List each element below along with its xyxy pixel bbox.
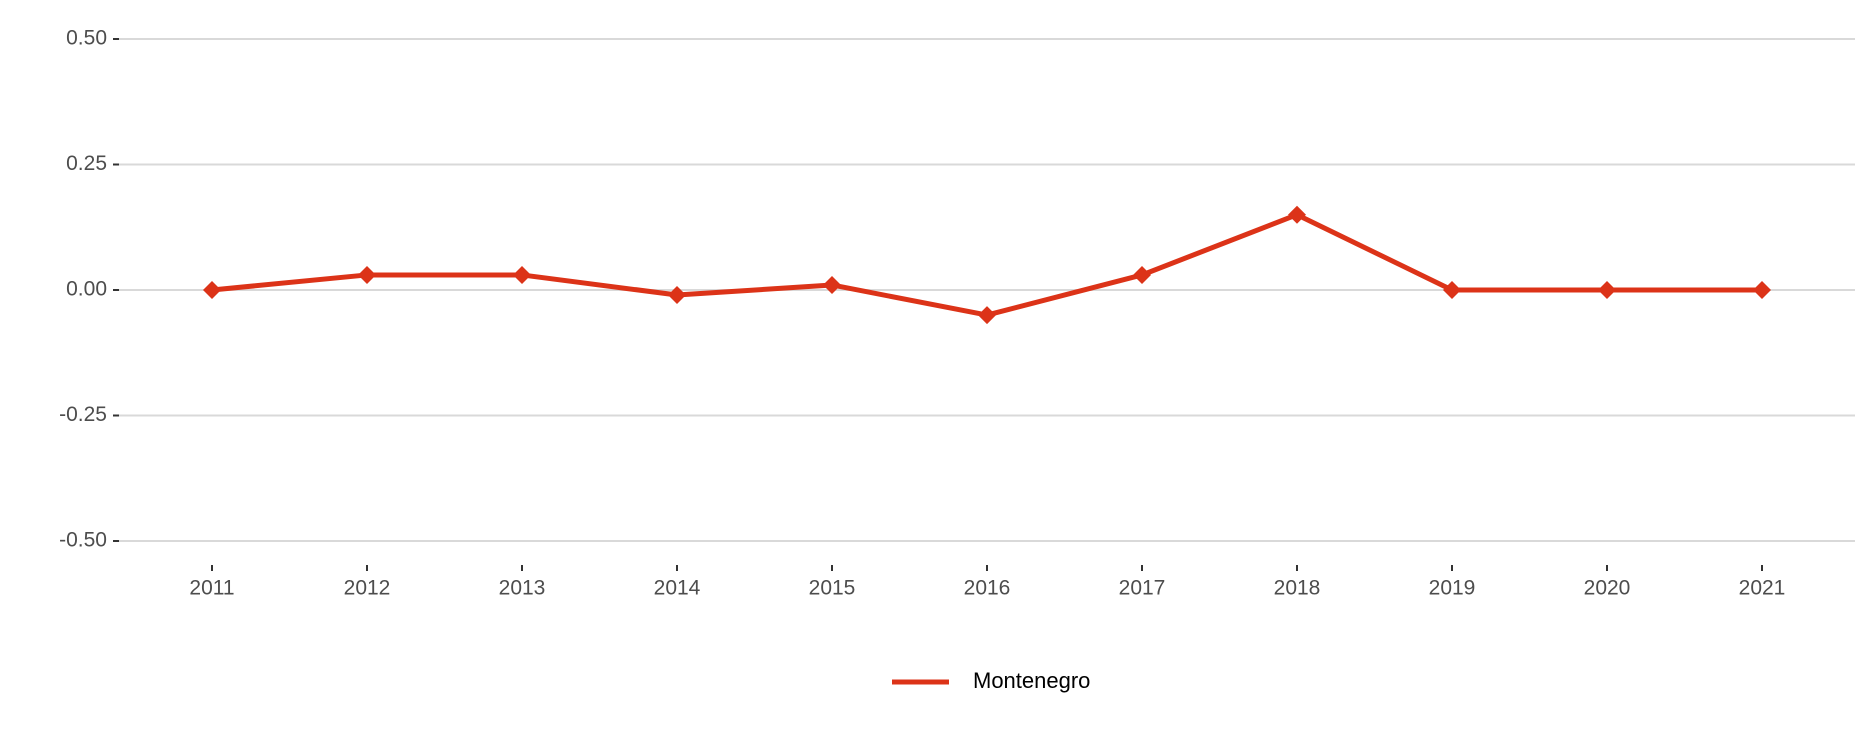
x-tick-label: 2011 — [189, 577, 234, 600]
x-tick-label: 2014 — [654, 577, 701, 600]
y-tick-label: 0.50 — [66, 27, 107, 50]
point — [513, 265, 531, 284]
x-tick-label: 2012 — [344, 577, 391, 600]
x-tick-label: 2018 — [1274, 577, 1321, 600]
point — [978, 306, 996, 325]
x-tick-label: 2015 — [809, 577, 856, 600]
point — [1443, 281, 1461, 299]
point — [1598, 281, 1616, 299]
point — [358, 265, 376, 284]
series-line — [211, 212, 1762, 318]
y-tick-label: -0.50 — [59, 529, 107, 552]
point — [203, 281, 221, 299]
y-tick-label: 0.25 — [66, 152, 107, 175]
x-tick-label: 2016 — [964, 577, 1011, 600]
point — [1753, 281, 1771, 299]
x-tick-label: 2021 — [1739, 577, 1786, 600]
point — [1288, 205, 1306, 224]
x-tick-label: 2020 — [1584, 577, 1631, 600]
y-tick-label: 0.00 — [66, 278, 107, 301]
point — [668, 286, 686, 305]
y-tick-label: -0.25 — [59, 403, 107, 426]
legend-label: Montenegro — [973, 668, 1090, 693]
x-tick-label: 2019 — [1429, 577, 1476, 600]
x-tick-label: 2013 — [499, 577, 546, 600]
point — [1133, 265, 1151, 284]
point — [823, 275, 841, 294]
x-tick-label: 2017 — [1119, 577, 1166, 600]
